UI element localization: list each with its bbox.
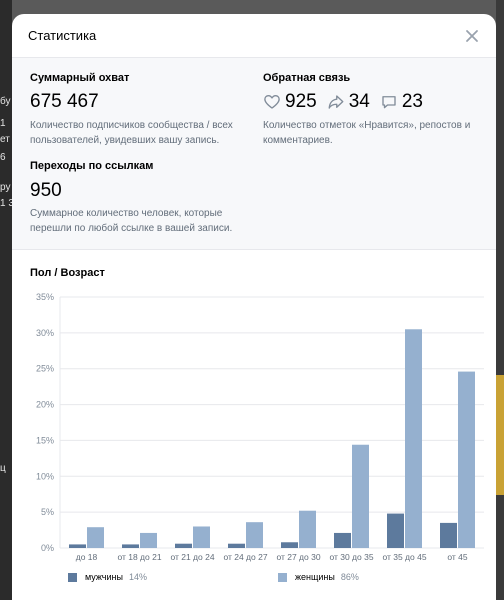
bar-women [299,510,316,548]
y-tick-label: 5% [41,507,54,517]
legend-item-men[interactable]: мужчины 14% [68,572,147,582]
background-fragment: 6 [0,152,6,163]
bar-women [352,444,369,548]
reposts-count: 34 [348,91,370,112]
bar-men [69,544,86,548]
background-fragment: 1 3 [0,198,14,209]
legend-swatch-men [68,572,77,582]
x-tick-label: от 35 до 45 [382,552,426,562]
background-fragment: бу [0,96,11,107]
y-tick-label: 35% [36,292,54,302]
background-fragment: ет [0,134,10,145]
share-arrow-icon [328,95,344,109]
x-tick-label: от 21 до 24 [170,552,214,562]
comment-icon [382,96,396,109]
legend-share-men: 14% [128,572,147,582]
bar-men [440,522,457,548]
likes-count: 925 [285,91,317,112]
legend-label-men: мужчины [85,572,123,582]
comments-count: 23 [401,91,423,112]
bar-women [140,532,157,548]
reposts-counter: 34 [327,91,370,113]
bar-men [334,532,351,548]
bar-men [175,543,192,548]
bar-men [281,542,298,548]
bar-men [228,543,245,548]
bar-women [193,526,210,548]
heart-icon [264,95,280,109]
comments-counter: 23 [380,91,423,113]
x-tick-label: от 30 до 35 [329,552,373,562]
chart-svg: 0% 5% 10% 15% 20% 25% 30% 35% до 18 от 18 до 21 от… [36,292,484,562]
statistics-modal: Статистика Суммарный охват 675 467 Колич… [12,14,496,600]
background-right-strip [496,0,504,600]
modal-header: Статистика [12,14,496,58]
reach-label: Суммарный охват [30,72,130,84]
x-tick-label: от 24 до 27 [223,552,267,562]
y-tick-label: 15% [36,435,54,445]
y-tick-label: 25% [36,364,54,374]
clicks-label: Переходы по ссылкам [30,160,154,172]
clicks-value: 950 [30,180,62,201]
background-fragment: ру [0,182,11,193]
section-title: Пол / Возраст [30,267,105,279]
y-tick-label: 20% [36,400,54,410]
background-left-strip [0,0,12,600]
feedback-description: Количество отметок «Нравится», репостов … [263,120,471,146]
clicks-description: Суммарное количество человек, которые пе… [30,208,233,234]
legend-share-women: 86% [340,572,359,582]
background-fragment: 1 [0,118,6,129]
modal-title: Статистика [28,28,97,43]
likes-counter: 925 [263,91,317,113]
y-tick-label: 30% [36,328,54,338]
stats-panel: Суммарный охват 675 467 Количество подпи… [12,58,496,250]
reach-value: 675 467 [30,91,99,112]
x-tick-label: от 18 до 21 [117,552,161,562]
y-tick-label: 0% [41,543,54,553]
legend-swatch-women [278,572,287,582]
x-tick-label: от 27 до 30 [276,552,320,562]
background-right-accent [496,375,504,495]
y-tick-label: 10% [36,471,54,481]
x-tick-label: до 18 [76,552,98,562]
bar-women [87,527,104,548]
x-tick-label: от 45 [447,552,468,562]
legend-label-women: женщины [295,572,335,582]
bar-women [405,329,422,548]
background-fragment: ц [0,463,6,474]
bar-women [246,522,263,548]
reach-description: Количество подписчиков сообщества / всех… [30,120,233,146]
close-button[interactable] [460,24,484,48]
feedback-counters: 925 34 23 [263,91,433,113]
feedback-label: Обратная связь [263,72,351,84]
bar-men [387,513,404,548]
bar-women [458,371,475,548]
legend-item-women[interactable]: женщины 86% [278,572,359,582]
close-icon [466,30,478,42]
bar-men [122,544,139,548]
gender-age-chart: 0% 5% 10% 15% 20% 25% 30% 35% до 18 от 18 до 21 от… [12,284,496,600]
